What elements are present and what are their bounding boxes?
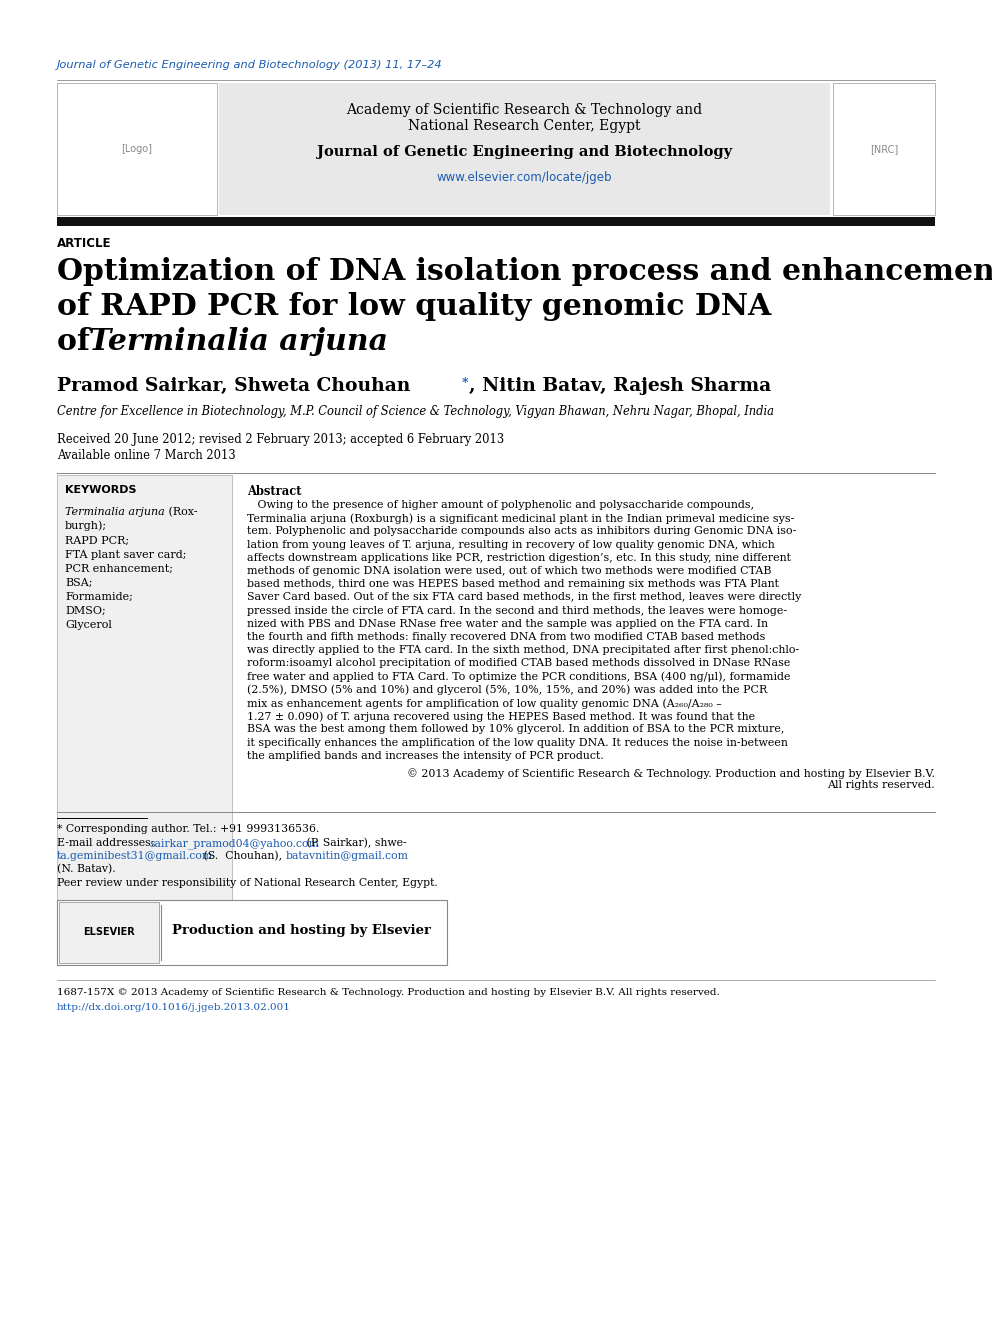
Text: Journal of Genetic Engineering and Biotechnology (2013) 11, 17–24: Journal of Genetic Engineering and Biote… xyxy=(57,60,442,70)
Text: Saver Card based. Out of the six FTA card based methods, in the first method, le: Saver Card based. Out of the six FTA car… xyxy=(247,593,802,602)
Text: Glycerol: Glycerol xyxy=(65,620,112,630)
Text: © 2013 Academy of Scientific Research & Technology. Production and hosting by El: © 2013 Academy of Scientific Research & … xyxy=(407,767,935,790)
Text: Available online 7 March 2013: Available online 7 March 2013 xyxy=(57,448,236,462)
Text: PCR enhancement;: PCR enhancement; xyxy=(65,564,173,574)
Text: RAPD PCR;: RAPD PCR; xyxy=(65,536,129,546)
Bar xyxy=(59,902,159,963)
Text: * Corresponding author. Tel.: +91 9993136536.: * Corresponding author. Tel.: +91 999313… xyxy=(57,824,319,833)
Text: www.elsevier.com/locate/jgeb: www.elsevier.com/locate/jgeb xyxy=(436,171,612,184)
Text: the amplified bands and increases the intensity of PCR product.: the amplified bands and increases the in… xyxy=(247,750,604,761)
Text: nized with PBS and DNase RNase free water and the sample was applied on the FTA : nized with PBS and DNase RNase free wate… xyxy=(247,619,768,628)
Bar xyxy=(57,900,447,964)
Text: Owing to the presence of higher amount of polyphenolic and polysaccharide compou: Owing to the presence of higher amount o… xyxy=(247,500,754,509)
Text: Peer review under responsibility of National Research Center, Egypt.: Peer review under responsibility of Nati… xyxy=(57,878,437,888)
Text: BSA;: BSA; xyxy=(65,578,92,587)
Bar xyxy=(57,83,217,216)
Text: of: of xyxy=(57,327,100,356)
Text: Centre for Excellence in Biotechnology, M.P. Council of Science & Technology, Vi: Centre for Excellence in Biotechnology, … xyxy=(57,405,774,418)
Text: E-mail addresses:: E-mail addresses: xyxy=(57,837,158,848)
Text: pressed inside the circle of FTA card. In the second and third methods, the leav: pressed inside the circle of FTA card. I… xyxy=(247,606,787,615)
Text: [Logo]: [Logo] xyxy=(121,144,153,153)
Text: ELSEVIER: ELSEVIER xyxy=(83,927,135,937)
Text: FTA plant saver card;: FTA plant saver card; xyxy=(65,550,186,560)
Text: (P. Sairkar), shwe-: (P. Sairkar), shwe- xyxy=(303,837,407,848)
Bar xyxy=(833,83,935,216)
Text: roform:isoamyl alcohol precipitation of modified CTAB based methods dissolved in: roform:isoamyl alcohol precipitation of … xyxy=(247,659,791,668)
Bar xyxy=(57,217,935,226)
Text: was directly applied to the FTA card. In the sixth method, DNA precipitated afte: was directly applied to the FTA card. In… xyxy=(247,646,800,655)
Text: it specifically enhances the amplification of the low quality DNA. It reduces th: it specifically enhances the amplificati… xyxy=(247,738,788,747)
Text: Pramod Sairkar, Shweta Chouhan: Pramod Sairkar, Shweta Chouhan xyxy=(57,377,417,396)
Text: (2.5%), DMSO (5% and 10%) and glycerol (5%, 10%, 15%, and 20%) was added into th: (2.5%), DMSO (5% and 10%) and glycerol (… xyxy=(247,685,767,696)
Text: Optimization of DNA isolation process and enhancement: Optimization of DNA isolation process an… xyxy=(57,257,992,286)
Text: *: * xyxy=(462,377,468,390)
Text: [NRC]: [NRC] xyxy=(870,144,898,153)
Text: KEYWORDS: KEYWORDS xyxy=(65,486,137,495)
Text: Received 20 June 2012; revised 2 February 2013; accepted 6 February 2013: Received 20 June 2012; revised 2 Februar… xyxy=(57,433,504,446)
Text: sairkar_pramod04@yahoo.com: sairkar_pramod04@yahoo.com xyxy=(149,837,318,849)
Text: ta.geminibest31@gmail.com: ta.geminibest31@gmail.com xyxy=(57,851,213,861)
Text: Formamide;: Formamide; xyxy=(65,591,133,602)
Text: 1.27 ± 0.090) of T. arjuna recovered using the HEPES Based method. It was found : 1.27 ± 0.090) of T. arjuna recovered usi… xyxy=(247,712,755,722)
Text: of RAPD PCR for low quality genomic DNA: of RAPD PCR for low quality genomic DNA xyxy=(57,292,771,321)
Text: the fourth and fifth methods: finally recovered DNA from two modified CTAB based: the fourth and fifth methods: finally re… xyxy=(247,632,766,642)
Text: ARTICLE: ARTICLE xyxy=(57,237,111,250)
Text: Journal of Genetic Engineering and Biotechnology: Journal of Genetic Engineering and Biote… xyxy=(316,146,732,159)
Text: based methods, third one was HEPES based method and remaining six methods was FT: based methods, third one was HEPES based… xyxy=(247,579,779,589)
Text: burgh);: burgh); xyxy=(65,520,107,531)
Bar xyxy=(219,83,830,216)
Text: methods of genomic DNA isolation were used, out of which two methods were modifi: methods of genomic DNA isolation were us… xyxy=(247,566,772,576)
Text: (Rox-: (Rox- xyxy=(165,507,197,517)
Text: affects downstream applications like PCR, restriction digestion’s, etc. In this : affects downstream applications like PCR… xyxy=(247,553,791,562)
Text: Production and hosting by Elsevier: Production and hosting by Elsevier xyxy=(172,923,431,937)
Text: , Nitin Batav, Rajesh Sharma: , Nitin Batav, Rajesh Sharma xyxy=(469,377,771,396)
Text: Terminalia arjuna: Terminalia arjuna xyxy=(89,327,388,356)
Text: Abstract: Abstract xyxy=(247,486,302,497)
Text: (N. Batav).: (N. Batav). xyxy=(57,864,116,875)
Text: free water and applied to FTA Card. To optimize the PCR conditions, BSA (400 ng/: free water and applied to FTA Card. To o… xyxy=(247,672,791,683)
Bar xyxy=(57,475,232,908)
Text: batavnitin@gmail.com: batavnitin@gmail.com xyxy=(286,851,409,861)
Text: Terminalia arjuna (Roxburgh) is a significant medicinal plant in the Indian prim: Terminalia arjuna (Roxburgh) is a signif… xyxy=(247,513,795,524)
Text: Academy of Scientific Research & Technology and
National Research Center, Egypt: Academy of Scientific Research & Technol… xyxy=(346,103,702,134)
Text: tem. Polyphenolic and polysaccharide compounds also acts as inhibitors during Ge: tem. Polyphenolic and polysaccharide com… xyxy=(247,527,797,536)
Text: Terminalia arjuna: Terminalia arjuna xyxy=(65,507,165,517)
Text: (S.  Chouhan),: (S. Chouhan), xyxy=(200,851,289,861)
Text: BSA was the best among them followed by 10% glycerol. In addition of BSA to the : BSA was the best among them followed by … xyxy=(247,725,785,734)
Text: DMSO;: DMSO; xyxy=(65,606,106,617)
Text: http://dx.doi.org/10.1016/j.jgeb.2013.02.001: http://dx.doi.org/10.1016/j.jgeb.2013.02… xyxy=(57,1003,291,1012)
Text: 1687-157X © 2013 Academy of Scientific Research & Technology. Production and hos: 1687-157X © 2013 Academy of Scientific R… xyxy=(57,988,720,998)
Text: mix as enhancement agents for amplification of low quality genomic DNA (A₂₆₀/A₂₈: mix as enhancement agents for amplificat… xyxy=(247,699,722,709)
Text: lation from young leaves of T. arjuna, resulting in recovery of low quality geno: lation from young leaves of T. arjuna, r… xyxy=(247,540,775,549)
